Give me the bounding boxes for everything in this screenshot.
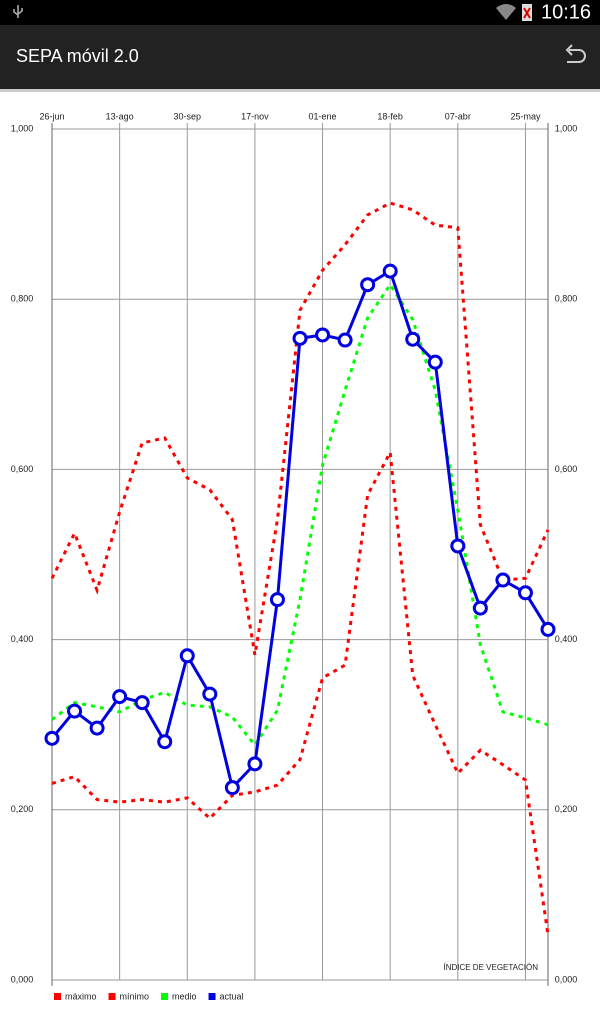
data-point [292,330,308,346]
x-tick-label: 30-sep [174,111,202,121]
x-tick-label: 07-abr [445,111,471,121]
app-title: SEPA móvil 2.0 [16,46,139,66]
y-tick-label: 0,000 [11,974,34,984]
data-point [224,780,240,796]
x-tick-label: 13-ago [106,111,134,121]
x-tick-label: 01-ene [309,111,337,121]
x-tick-label: 26-jun [39,111,64,121]
data-point [202,686,218,702]
data-point [315,327,331,343]
data-point [67,703,83,719]
y-tick-label: 0,600 [11,464,34,474]
data-point [427,354,443,370]
y-tick-label-right: 0,800 [555,294,578,304]
legend-label: máximo [65,991,97,1001]
y-tick-label: 1,000 [11,123,34,133]
y-tick-label: 0,800 [11,294,34,304]
app-bar [0,25,600,89]
data-point [247,756,263,772]
series-line [50,201,550,656]
chart-background [0,92,600,1024]
data-point [134,695,150,711]
battery-warning [523,7,531,19]
wifi-icon [496,4,516,20]
legend-swatch [208,993,216,1000]
data-point [540,621,556,637]
data-point [495,572,511,588]
data-point [337,332,353,348]
legend-swatch [161,993,169,1000]
clock: 10:16 [541,1,591,23]
legend-swatch [54,993,61,1000]
data-point [517,585,533,601]
y-tick-label-right: 0,600 [555,464,578,474]
data-point [382,263,398,279]
x-tick-label: 17-nov [241,111,269,121]
app-bar-shadow [0,89,600,92]
data-point [89,720,105,736]
data-point [405,331,421,347]
data-point [44,730,60,746]
y-tick-label: 0,400 [11,634,34,644]
y-tick-label-right: 0,400 [555,634,578,644]
series-line [51,447,550,936]
data-point [112,689,128,705]
legend-label: medio [172,991,197,1001]
y-tick-label-right: 0,200 [555,804,578,814]
series-line [51,282,549,748]
usb-icon [13,5,23,18]
legend-swatch [108,993,116,1000]
data-point [269,592,285,608]
data-point [360,277,376,293]
back-button[interactable] [565,44,586,63]
y-tick-label-right: 1,000 [555,123,578,133]
legend-label: mínimo [120,991,150,1001]
legend-label: actual [220,991,244,1001]
chart: 0,000 0,000 0,200 0,200 0,400 0,400 0,600 0,600… [11,111,578,1001]
annotation: ÍNDICE DE VEGETACIÓN [443,963,538,972]
data-point [179,648,195,664]
y-tick-label-right: 0,000 [555,974,578,984]
data-point [472,600,488,616]
y-tick-label: 0,200 [11,804,34,814]
x-tick-label: 18-feb [377,111,403,121]
data-point [157,734,173,750]
x-tick-label: 25-may [510,111,541,121]
data-point [450,538,466,554]
